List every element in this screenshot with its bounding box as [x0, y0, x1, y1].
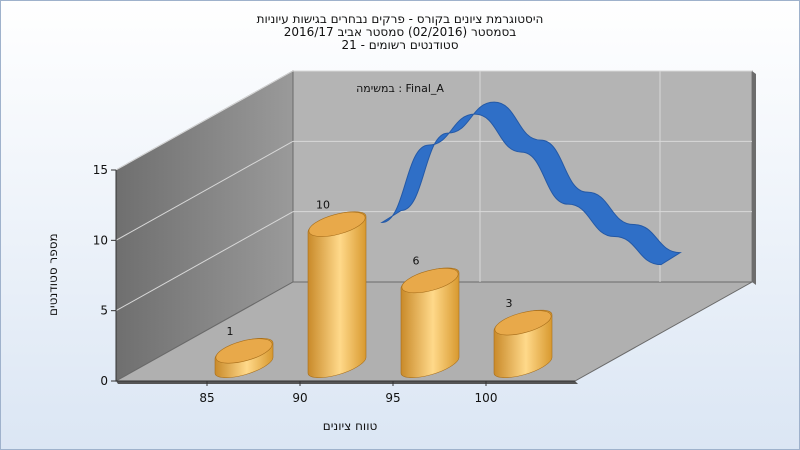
bar-85: 1	[214, 325, 274, 378]
chart-title-line-2: בסמסטר (02/2016) סמסטר אביב 2016/17	[283, 25, 517, 39]
bar-95: 6	[400, 255, 460, 378]
x-tick-label: 95	[385, 391, 400, 405]
gridline-side	[115, 140, 294, 241]
bar-top	[308, 211, 366, 237]
gridline-side	[115, 211, 294, 312]
bar-data-label: 6	[413, 255, 420, 268]
chart-caption: במשימה : Final_A	[356, 82, 444, 95]
y-tick-label: 0	[100, 374, 108, 388]
x-axis-label: טווח ציונים	[322, 419, 378, 433]
chart-title-line-1: היסטוגרמת ציונים בקורס - פרקים נבחרים בג…	[256, 12, 544, 26]
back-wall-edge	[752, 71, 756, 285]
chart-title-line-3: סטודנטים רשומים - 21	[341, 38, 459, 52]
bar-top	[494, 310, 552, 336]
bar-100: 3	[493, 297, 553, 378]
y-tick-label: 10	[93, 233, 108, 247]
bar-top	[401, 268, 459, 294]
y-tick-label: 15	[93, 163, 108, 177]
x-tick-label: 85	[199, 391, 214, 405]
x-tick-label: 100	[475, 391, 498, 405]
bar-data-label: 10	[316, 198, 330, 211]
y-tick-label: 5	[100, 304, 108, 318]
bar-top	[215, 338, 273, 364]
floor-edge	[116, 381, 578, 384]
y-axis-label: מספר סטודנטים	[46, 233, 60, 316]
bar-data-label: 1	[227, 325, 234, 338]
distribution-curve	[380, 101, 682, 266]
gridline-side	[115, 70, 294, 171]
bar-90: 10	[307, 198, 367, 378]
x-tick-label: 90	[292, 391, 307, 405]
bar-data-label: 3	[506, 297, 513, 310]
